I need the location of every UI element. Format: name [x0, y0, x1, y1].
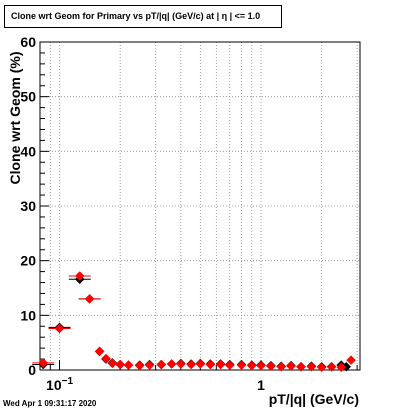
x-tick-label: 10−1: [46, 376, 73, 393]
data-point: [54, 323, 65, 334]
grid-lines: [39, 41, 360, 371]
data-point: [296, 361, 306, 372]
data-point: [186, 359, 196, 370]
axis-ticks: [39, 41, 358, 371]
data-point: [306, 361, 317, 372]
chart-title: Clone wrt Geom for Primary vs pT/|q| (Ge…: [4, 5, 282, 28]
data-point: [205, 359, 216, 370]
data-point: [326, 361, 337, 372]
data-point: [224, 360, 235, 370]
data-point: [266, 361, 276, 372]
data-point: [195, 359, 206, 369]
data-point: [123, 360, 134, 370]
data-point: [215, 359, 226, 370]
y-tick-label: 0: [28, 362, 36, 378]
series-red: [32, 271, 356, 373]
y-tick-labels: 0 10 20 30 40 50 60: [20, 34, 36, 378]
data-point: [156, 359, 167, 370]
data-point: [144, 360, 155, 370]
y-tick-label: 20: [20, 253, 36, 269]
y-tick-label: 40: [20, 143, 36, 159]
y-axis-label: Clone wrt Geom (%): [7, 51, 23, 184]
data-point: [316, 362, 327, 373]
data-point: [115, 359, 126, 370]
data-point: [175, 359, 186, 369]
plot-frame: [39, 41, 361, 371]
x-axis-label: pT/|q| (GeV/c): [269, 391, 359, 407]
data-point: [286, 361, 296, 372]
data-point: [107, 358, 118, 369]
data-point: [256, 360, 266, 371]
timestamp: Wed Apr 1 09:31:17 2020: [3, 399, 97, 408]
y-tick-label: 60: [20, 34, 36, 50]
data-point: [346, 355, 356, 366]
data-point: [101, 353, 111, 364]
y-tick-label: 30: [20, 198, 36, 214]
data-point: [134, 360, 145, 371]
x-tick-labels: 10−1 1: [46, 376, 265, 393]
data-point: [336, 362, 347, 373]
data-point: [236, 360, 247, 370]
data-point: [38, 358, 49, 368]
data-point: [84, 294, 95, 304]
data-point: [246, 360, 257, 371]
x-tick-label: 1: [257, 377, 265, 393]
series-black: [32, 274, 352, 372]
y-tick-label: 10: [20, 307, 36, 323]
data-point: [74, 271, 85, 281]
data-point: [276, 361, 287, 372]
data-series: [32, 271, 356, 373]
data-point: [94, 346, 105, 357]
data-point: [166, 359, 177, 369]
y-tick-label: 50: [20, 89, 36, 105]
